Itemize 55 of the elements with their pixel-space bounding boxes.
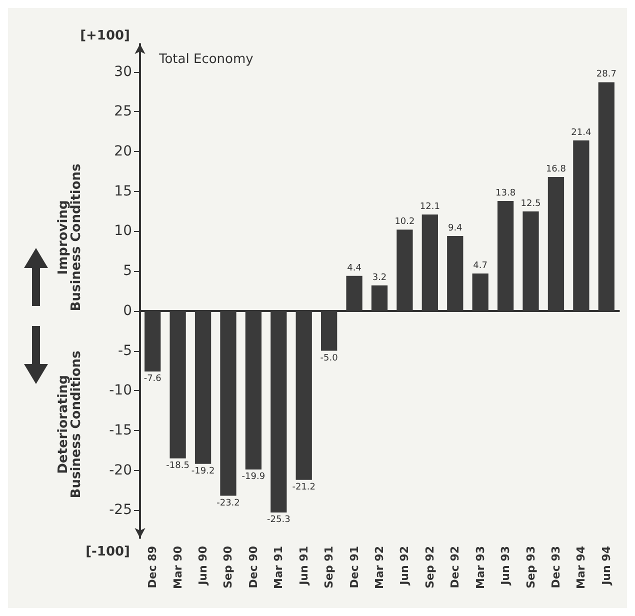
x-tick-label: Mar 92 <box>373 546 386 589</box>
x-tick-label: Mar 93 <box>474 546 487 589</box>
x-tick-label: Jun 92 <box>398 546 412 586</box>
data-label: 21.4 <box>571 128 592 138</box>
data-label: 10.2 <box>394 217 415 228</box>
x-tick-label: Sep 92 <box>423 546 436 588</box>
y-tick-label: -25 <box>109 502 132 518</box>
data-label: 12.1 <box>420 202 440 212</box>
data-label: 9.4 <box>448 224 463 234</box>
data-label: 13.8 <box>496 188 516 198</box>
y-tick-label: 20 <box>114 144 132 160</box>
x-tick-label: Sep 93 <box>524 546 538 588</box>
x-tick-label: Mar 94 <box>574 546 588 589</box>
y-tick-label: 15 <box>114 183 132 200</box>
x-tick-label: Sep 91 <box>322 546 336 588</box>
text: Total Economy <box>158 52 254 67</box>
x-tick-label: Mar 90 <box>171 546 184 589</box>
data-label: -18.5 <box>166 460 190 471</box>
data-label: 3.2 <box>372 272 387 283</box>
data-label: 12.5 <box>520 198 541 209</box>
data-label: -25.3 <box>267 515 290 526</box>
x-tick-label: Dec 91 <box>348 546 361 588</box>
data-label: -23.2 <box>216 498 240 508</box>
data-label: 16.8 <box>546 164 566 175</box>
y-tick-label: 0 <box>123 302 132 319</box>
data-label: 4.4 <box>347 263 362 274</box>
data-label: -21.2 <box>292 482 316 492</box>
x-tick-label: Dec 89 <box>146 546 160 588</box>
y-tick-label: -10 <box>109 382 132 399</box>
x-tick-label: Jun 91 <box>297 546 310 586</box>
data-label: -7.6 <box>144 374 162 384</box>
text: Deteriorating Business Conditions <box>56 350 84 498</box>
x-tick-label: Jun 93 <box>499 546 512 586</box>
x-tick-label: Jun 94 <box>600 546 613 586</box>
x-tick-label: Dec 93 <box>549 546 562 588</box>
y-tick-label: 10 <box>114 223 132 240</box>
y-tick-label: 25 <box>114 104 132 120</box>
data-label: -19.9 <box>242 472 266 482</box>
data-label: 4.7 <box>473 260 488 271</box>
y-tick-label: -20 <box>109 462 132 478</box>
data-label: -5.0 <box>320 353 338 364</box>
y-tick-label: -5 <box>118 342 132 359</box>
data-label: 28.7 <box>596 70 616 80</box>
y-tick-label: 5 <box>123 263 132 280</box>
text: Improving Business Conditions <box>56 163 84 312</box>
data-label: -19.2 <box>191 466 215 476</box>
y-tick-label: -15 <box>109 422 132 438</box>
x-tick-label: Dec 90 <box>246 546 260 588</box>
x-tick-label: Mar 91 <box>272 546 286 589</box>
text: [-100] <box>86 544 130 560</box>
y-tick-label: 30 <box>114 64 132 80</box>
text: [+100] <box>80 28 130 44</box>
x-tick-label: Dec 92 <box>448 546 462 588</box>
x-tick-label: Jun 90 <box>196 546 210 586</box>
x-tick-label: Sep 90 <box>222 546 235 588</box>
